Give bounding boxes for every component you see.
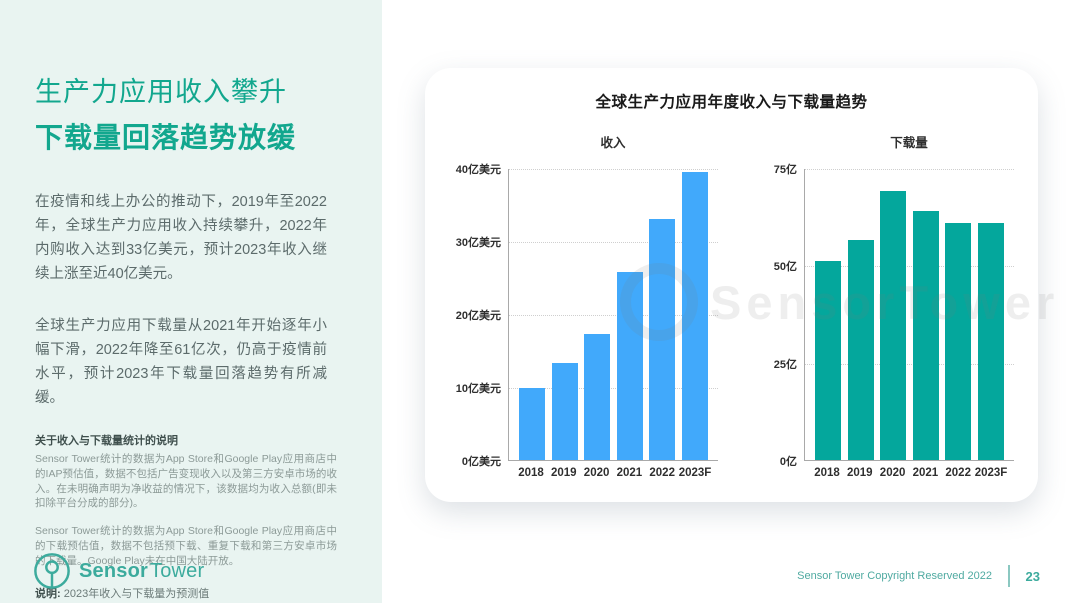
page-number: 23: [1025, 568, 1040, 584]
x-tick-label-2019: 2019: [551, 467, 577, 479]
page-title-line1: 生产力应用收入攀升: [35, 77, 287, 107]
sensor-tower-logo: Sensor Tower: [33, 552, 204, 590]
x-tick-label-2018: 2018: [814, 467, 840, 479]
bar-2022: [945, 222, 972, 460]
y-tick-label-10: 10亿美元: [455, 383, 501, 395]
copyright-text: Sensor Tower Copyright Reserved 2022: [797, 570, 993, 582]
gridline-50: [805, 266, 1014, 268]
logo-text-sensor: Sensor: [79, 559, 149, 582]
page-title-line2: 下载量回落趋势放缓: [35, 122, 297, 153]
bar-2018: [815, 261, 841, 460]
logo-text-tower: Tower: [150, 559, 205, 582]
x-tick-label-2019: 2019: [847, 467, 873, 479]
revenue-chart-subtitle: 收入: [600, 136, 626, 150]
gridline-40: [509, 169, 718, 170]
bar-2020: [880, 191, 907, 460]
footer-divider: [1008, 565, 1010, 587]
note-download-methodology: Sensor Tower统计的数据为App Store和Google Play应…: [35, 525, 337, 567]
y-tick-label-20: 20亿美元: [455, 310, 501, 322]
forecast-remark-label: 说明:: [35, 587, 61, 600]
gridline-75: [805, 169, 1014, 170]
downloads-plot-area: [804, 169, 1014, 461]
revenue-chart: 收入 0亿美元 10亿美元 20亿美元 30亿美元 40亿美元 2018 2019 2020…: [453, 132, 718, 479]
sidebar: 生产力应用收入攀升 下载量回落趋势放缓 在疫情和线上办公的推动下，2019年至2…: [0, 0, 382, 603]
notes-heading: 关于收入与下载量统计的说明: [35, 435, 178, 447]
x-tick-label-2018: 2018: [518, 467, 544, 479]
bar-2023F: [977, 222, 1004, 460]
forecast-remark: 说明: 2023年收入与下载量为预测值: [35, 585, 347, 601]
gridline-20: [509, 315, 718, 316]
y-tick-label-75: 75亿: [773, 164, 797, 176]
y-tick-label-0: 0亿美元: [461, 456, 501, 468]
revenue-y-axis: 0亿美元 10亿美元 20亿美元 30亿美元 40亿美元: [453, 164, 505, 468]
downloads-chart-subtitle: 下载量: [890, 136, 928, 150]
gridline-10: [509, 388, 718, 389]
y-tick-label-50: 50亿: [773, 261, 797, 274]
body-paragraph-downloads: 全球生产力应用下载量从2021年开始逐年小幅下滑，2022年降至61亿次，仍高于…: [35, 318, 327, 406]
revenue-chart-body: 0亿美元 10亿美元 20亿美元 30亿美元 40亿美元: [453, 164, 718, 468]
x-tick-label-2022: 2022: [649, 467, 675, 479]
gridline-25: [805, 363, 1014, 365]
bar-2021: [616, 271, 643, 460]
y-tick-label-30: 30亿美元: [455, 237, 501, 249]
body-paragraph-revenue: 在疫情和线上办公的推动下，2019年至2022年，全球生产力应用收入持续攀升，2…: [35, 194, 327, 282]
y-tick-label-25: 25亿: [773, 358, 797, 371]
x-tick-label-2021: 2021: [616, 467, 643, 479]
x-tick-label-2020: 2020: [583, 467, 610, 479]
bar-2018: [519, 388, 545, 460]
bar-2023F: [681, 171, 708, 460]
x-tick-label-2023F: 2023F: [974, 467, 1008, 479]
bar-2021: [912, 210, 939, 460]
bar-2019: [551, 362, 578, 460]
x-tick-label-2023F: 2023F: [678, 467, 712, 479]
y-tick-label-40: 40亿美元: [455, 164, 501, 176]
forecast-remark-text: 2023年收入与下载量为预测值: [60, 587, 210, 600]
downloads-chart: 下载量 0亿 25亿 50亿 75亿 2018 2019 2020 2021 2022 2023…: [769, 132, 1014, 479]
revenue-x-axis: 2018 2019 2020 2021 2022 2023F: [508, 467, 718, 479]
x-tick-label-2021: 2021: [912, 467, 939, 479]
downloads-x-axis: 2018 2019 2020 2021 2022 2023F: [804, 467, 1014, 479]
bar-2020: [584, 334, 611, 460]
footer: Sensor Tower Copyright Reserved 2022 23: [797, 565, 1040, 587]
x-tick-label-2020: 2020: [879, 467, 906, 479]
sensor-tower-logo-icon: [34, 553, 70, 589]
sensor-tower-logo-text: Sensor Tower: [79, 560, 204, 583]
chart-card-title: 全球生产力应用年度收入与下载量趋势: [595, 94, 868, 111]
note-revenue-methodology: Sensor Tower统计的数据为App Store和Google Play应…: [35, 453, 337, 510]
downloads-y-axis: 0亿 25亿 50亿 75亿: [769, 164, 801, 468]
x-tick-label-2022: 2022: [945, 467, 971, 479]
bar-2019: [847, 240, 874, 460]
y-tick-label-0: 0亿: [779, 456, 797, 468]
chart-card: 全球生产力应用年度收入与下载量趋势 收入 0亿美元 10亿美元 20亿美元 30亿美元…: [425, 68, 1054, 502]
revenue-plot-area: [508, 169, 718, 461]
bar-2022: [649, 219, 676, 460]
downloads-chart-body: 0亿 25亿 50亿 75亿: [769, 164, 1014, 468]
gridline-30: [509, 242, 718, 243]
